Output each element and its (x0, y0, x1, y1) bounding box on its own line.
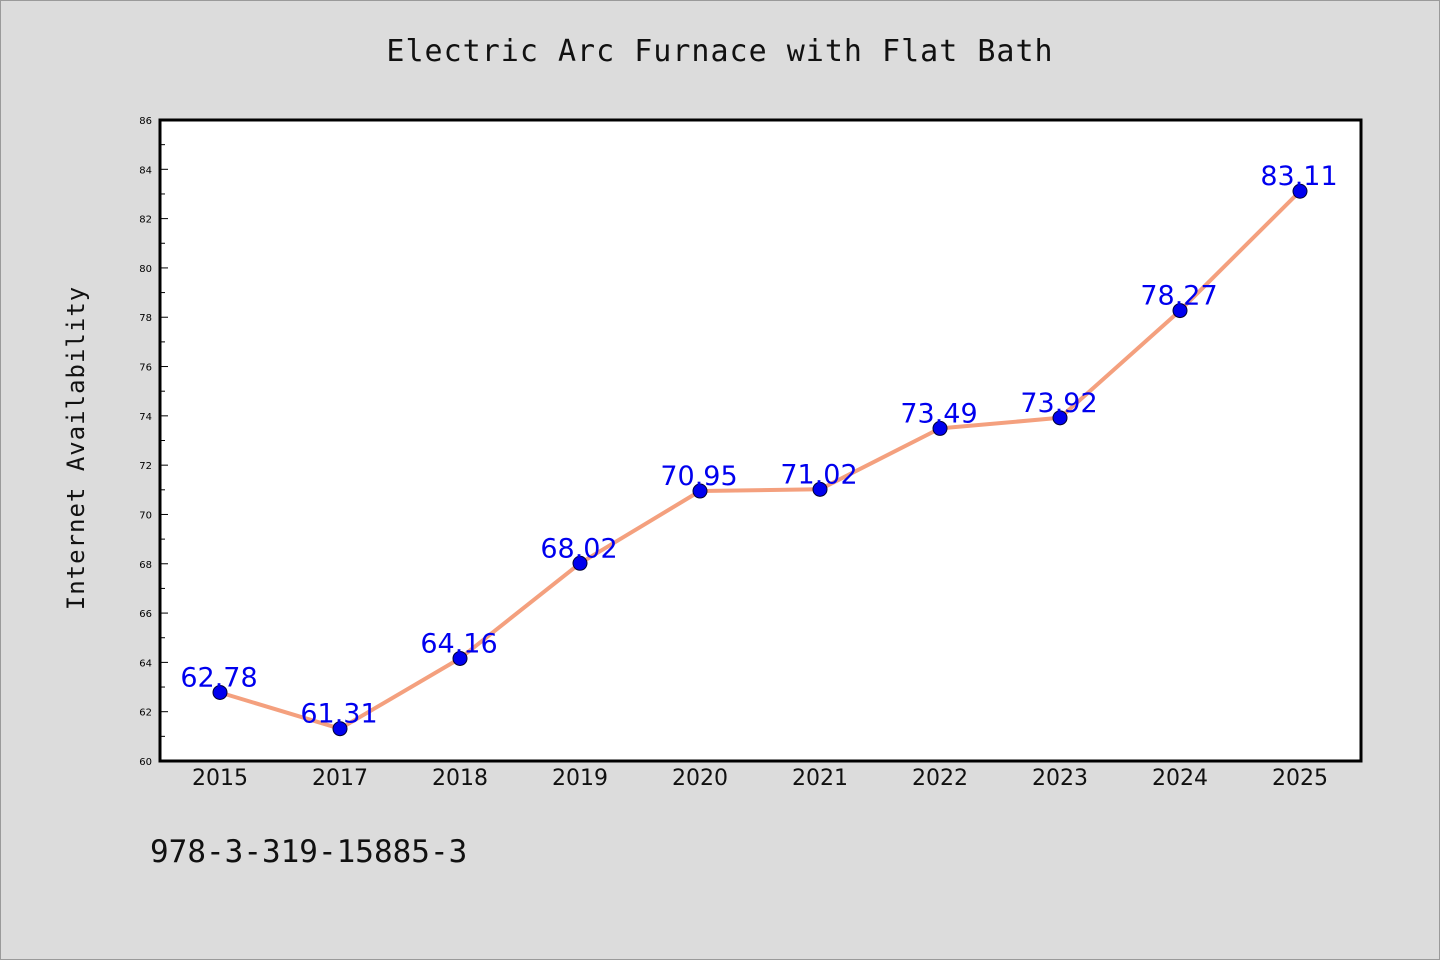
data-point (572, 555, 588, 571)
x-axis-ticks: 2015 2017 2018 2019 2020 2021 2022 2023 2024 2025 (192, 766, 1328, 791)
data-point (452, 650, 468, 666)
data-label: 61.31 (300, 699, 377, 730)
y-tick-label: 84 (139, 165, 152, 176)
x-tick-label: 2022 (912, 766, 968, 791)
data-label: 73.92 (1020, 388, 1097, 419)
y-tick-label: 80 (139, 264, 152, 275)
data-point (1172, 303, 1188, 319)
x-tick-label: 2019 (552, 766, 608, 791)
data-label: 64.16 (420, 628, 497, 659)
data-label: 78.27 (1140, 281, 1217, 312)
data-label: 62.78 (180, 662, 257, 693)
data-label: 70.95 (660, 461, 737, 492)
y-tick-label: 82 (139, 215, 152, 226)
y-tick-label: 66 (139, 609, 152, 620)
x-tick-label: 2023 (1032, 766, 1088, 791)
data-point (212, 684, 228, 700)
data-point (812, 481, 828, 497)
y-tick-label: 76 (139, 363, 152, 374)
data-label: 73.49 (900, 398, 977, 429)
data-point (332, 721, 348, 737)
data-point (1052, 410, 1068, 426)
isbn-code: 978-3-319-15885-3 (150, 834, 468, 870)
y-tick-label: 68 (139, 560, 152, 571)
x-tick-label: 2024 (1152, 766, 1208, 791)
data-label: 68.02 (540, 533, 617, 564)
series-line (219, 189, 1302, 731)
chart-title: Electric Arc Furnace with Flat Bath (386, 34, 1054, 69)
plot-area (160, 120, 1361, 761)
plot-border (158, 118, 1363, 763)
x-tick-label: 2015 (192, 766, 248, 791)
y-tick-label: 70 (139, 510, 152, 521)
y-tick-label: 86 (139, 116, 152, 127)
x-tick-label: 2020 (672, 766, 728, 791)
x-tick-label: 2017 (312, 766, 368, 791)
data-point (692, 483, 708, 499)
x-tick-label: 2021 (792, 766, 848, 791)
series-markers (212, 183, 1308, 737)
y-tick-label: 78 (139, 313, 152, 324)
y-tick-label: 62 (139, 708, 152, 719)
y-tick-label: 74 (139, 412, 152, 423)
data-labels: 62.78 61.31 64.16 68.02 70.95 71.02 73.49 73.92… (180, 161, 1337, 729)
data-label: 83.11 (1260, 161, 1337, 192)
y-tick-label: 60 (139, 757, 152, 768)
y-tick-label: 64 (139, 658, 152, 669)
data-label: 71.02 (780, 459, 857, 490)
y-tick-label: 72 (139, 461, 152, 472)
x-tick-label: 2018 (432, 766, 488, 791)
data-point (932, 420, 948, 436)
data-point (1292, 183, 1308, 199)
x-tick-label: 2025 (1272, 766, 1328, 791)
